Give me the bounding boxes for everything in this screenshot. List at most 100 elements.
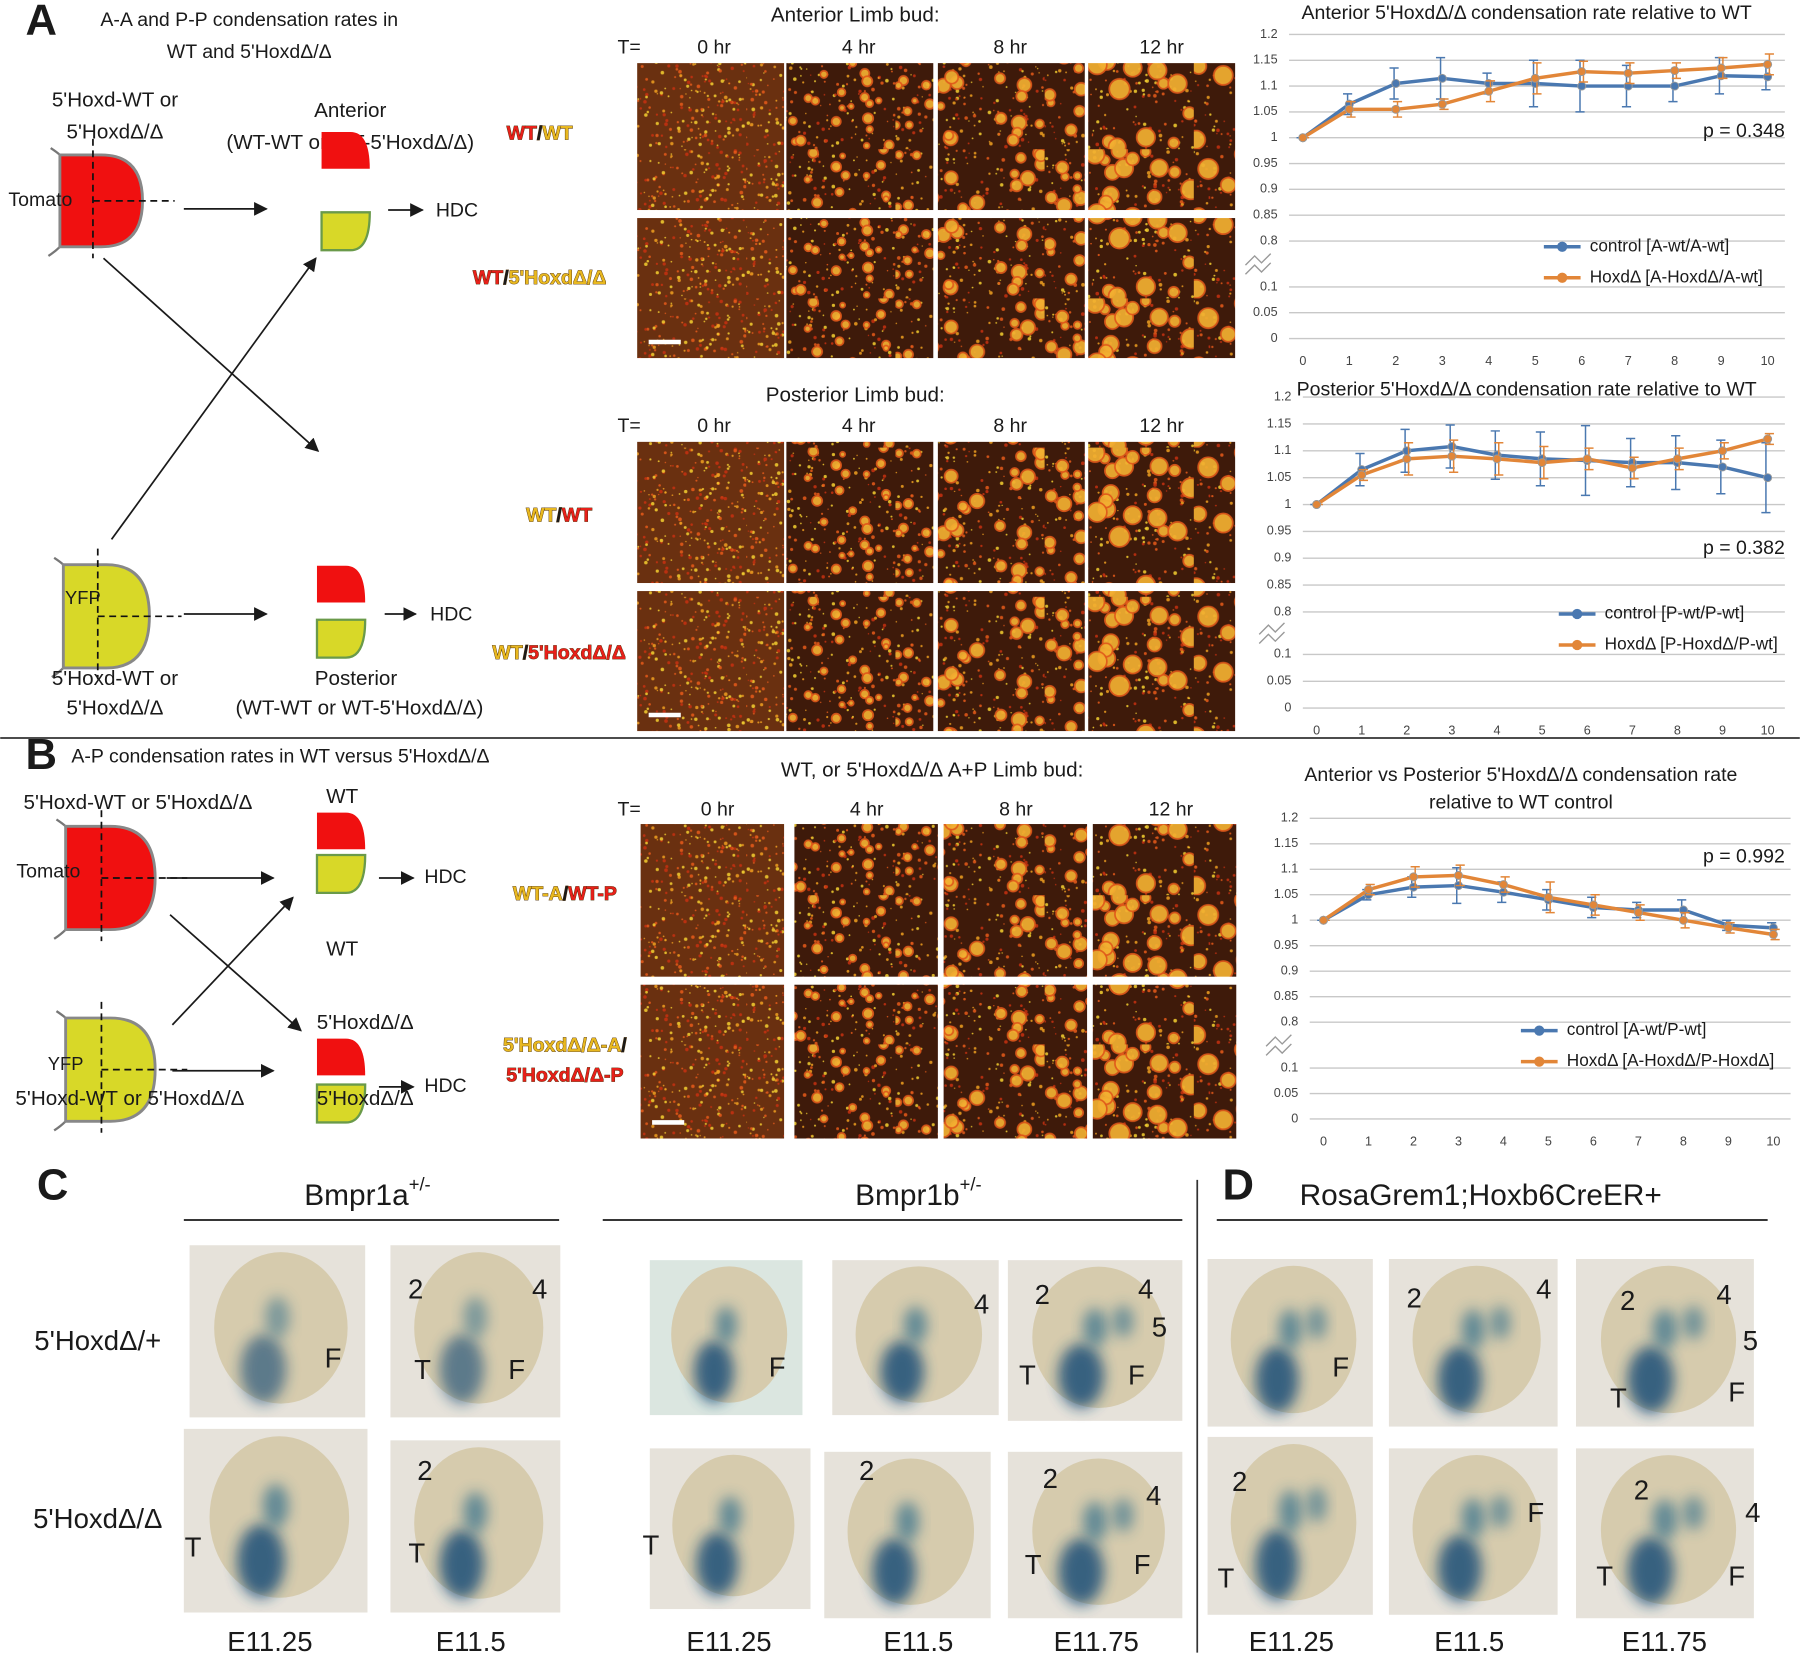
- legend-label: HoxdΔ [P-HoxdΔ/P-wt]: [1605, 634, 1778, 654]
- point: [1670, 81, 1680, 91]
- point: [1763, 434, 1773, 444]
- posterior-piece: [320, 211, 371, 252]
- group-title: Bmpr1b+/-: [855, 1173, 981, 1212]
- stage-label: E11.5: [1434, 1626, 1504, 1657]
- anterior-piece: [316, 812, 366, 850]
- stain: [1490, 1494, 1511, 1529]
- point: [1582, 454, 1592, 464]
- point: [1437, 99, 1447, 109]
- result-label: Posterior: [315, 667, 398, 690]
- legend-marker: [1571, 608, 1583, 620]
- chart-title: Anterior vs Posterior 5'HoxdΔ/Δ condensa…: [1304, 764, 1737, 786]
- point: [1312, 500, 1322, 509]
- label-segment: 5'HoxdΔ/Δ: [509, 267, 607, 289]
- x-tick-label: 7: [1635, 1134, 1642, 1148]
- x-tick-label: 4: [1494, 723, 1501, 737]
- micrograph: [637, 441, 785, 584]
- x-tick-label: 1: [1346, 354, 1353, 368]
- x-tick-label: 10: [1761, 354, 1775, 368]
- structure-label: F: [1134, 1549, 1151, 1580]
- structure-label: 5: [1152, 1311, 1167, 1342]
- x-tick-label: 6: [1578, 354, 1585, 368]
- chart-title: Anterior 5'HoxdΔ/Δ condensation rate rel…: [1301, 2, 1751, 24]
- reporter-label: YFP: [48, 1053, 84, 1074]
- structure-label: T: [1610, 1382, 1627, 1413]
- structure-label: T: [408, 1537, 425, 1568]
- point: [1633, 908, 1643, 918]
- point: [1723, 923, 1733, 933]
- point: [1577, 81, 1587, 91]
- x-tick-label: 10: [1766, 1134, 1780, 1148]
- legend-label: HoxdΔ [A-HoxdΔ/P-HoxdΔ]: [1567, 1050, 1775, 1070]
- legend-marker: [1571, 639, 1583, 651]
- structure-label: T: [414, 1354, 431, 1385]
- limb-bud: [64, 1016, 157, 1123]
- y-tick-label: 1.05: [1253, 104, 1278, 118]
- micrograph: [943, 984, 1088, 1139]
- group-superscript: +/-: [409, 1173, 431, 1194]
- y-tick-label: 0: [1284, 700, 1291, 714]
- donor-label: 5'Hoxd-WT or 5'HoxdΔ/Δ: [15, 1087, 244, 1110]
- hdc-label: HDC: [430, 603, 472, 625]
- chart-title: Posterior 5'HoxdΔ/Δ condensation rate re…: [1297, 378, 1757, 400]
- panel-letter: C: [37, 1161, 68, 1209]
- structure-label: F: [769, 1351, 786, 1382]
- group-name: RosaGrem1;Hoxb6CreER+: [1300, 1179, 1662, 1212]
- structure-label: T: [1596, 1560, 1613, 1591]
- micrograph: [937, 591, 1085, 732]
- structure-label: 4: [1146, 1480, 1161, 1511]
- x-tick-label: 2: [1403, 723, 1410, 737]
- stain: [1112, 1498, 1134, 1532]
- legend-label: control [P-wt/P-wt]: [1605, 603, 1745, 623]
- micrograph: [794, 984, 938, 1139]
- point: [1402, 454, 1412, 464]
- donor-label: 5'Hoxd-WT or: [52, 667, 178, 690]
- x-tick-label: 9: [1725, 1134, 1732, 1148]
- y-tick-label: 0.05: [1274, 1086, 1299, 1100]
- stain: [1461, 1309, 1486, 1350]
- panel-letter: D: [1223, 1161, 1255, 1209]
- structure-label: 2: [1407, 1283, 1422, 1314]
- x-tick-label: 6: [1590, 1134, 1597, 1148]
- y-tick-label: 0.85: [1253, 208, 1278, 222]
- y-tick-label: 1: [1271, 130, 1278, 144]
- y-tick-label: 0.8: [1281, 1014, 1299, 1028]
- point: [1627, 463, 1637, 473]
- structure-label: F: [1728, 1377, 1745, 1408]
- time-label: 12 hr: [1139, 415, 1184, 437]
- structure-label: T: [643, 1529, 660, 1560]
- structure-label: F: [1728, 1560, 1745, 1591]
- point: [1298, 133, 1308, 143]
- limb-bud: [64, 824, 157, 932]
- x-tick-label: 5: [1545, 1134, 1552, 1148]
- legend-marker: [1557, 241, 1568, 252]
- label-segment: 5'HoxdΔ/Δ: [528, 642, 626, 664]
- reporter-label: Tomato: [16, 860, 80, 882]
- y-tick-label: 0.1: [1281, 1060, 1299, 1074]
- group-title: RosaGrem1;Hoxb6CreER+: [1300, 1179, 1662, 1212]
- result-label: WT: [326, 938, 358, 961]
- point: [1672, 454, 1682, 464]
- series-line: [1315, 437, 1769, 506]
- structure-label: F: [1128, 1360, 1145, 1391]
- structure-label: 2: [1043, 1463, 1058, 1494]
- y-tick-label: 0: [1291, 1111, 1298, 1125]
- x-tick-label: 9: [1719, 723, 1726, 737]
- stain: [1058, 1538, 1104, 1605]
- y-tick-label: 1.15: [1267, 416, 1292, 430]
- point: [1716, 63, 1726, 73]
- point: [1364, 885, 1373, 895]
- y-tick-label: 1.2: [1260, 27, 1278, 41]
- y-tick-label: 1.15: [1274, 836, 1299, 850]
- result-label: 5'HoxdΔ/Δ: [317, 1011, 414, 1034]
- arrow: [169, 914, 302, 1032]
- row-label: 5'HoxdΔ/+: [34, 1325, 161, 1356]
- y-tick-label: 0.05: [1267, 674, 1292, 688]
- x-tick-label: 3: [1448, 723, 1455, 737]
- y-tick-label: 0: [1271, 331, 1278, 345]
- time-label: 12 hr: [1149, 798, 1194, 820]
- stain: [1682, 1305, 1705, 1340]
- structure-label: 2: [1620, 1285, 1635, 1316]
- label-segment: /: [537, 122, 543, 144]
